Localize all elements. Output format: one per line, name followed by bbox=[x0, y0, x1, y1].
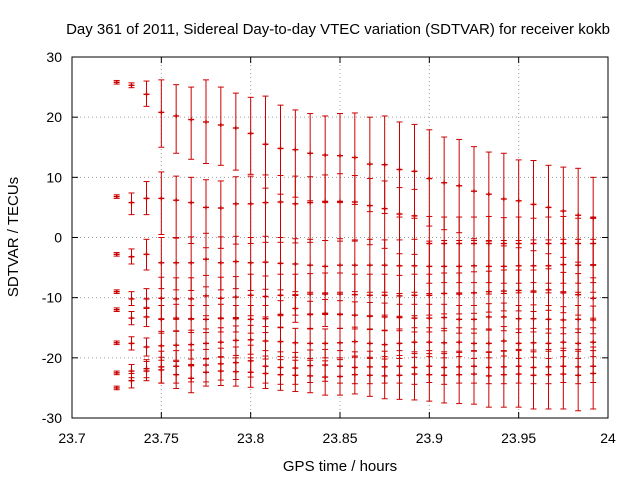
series-s8 bbox=[113, 346, 597, 412]
x-tick-label: 23.95 bbox=[501, 430, 536, 446]
y-tick-label: -30 bbox=[42, 410, 62, 426]
x-tick-label: 23.9 bbox=[416, 430, 443, 446]
y-tick-label: 20 bbox=[46, 109, 62, 125]
x-axis-title: GPS time / hours bbox=[283, 458, 397, 475]
x-tick-label: 23.8 bbox=[237, 430, 264, 446]
y-axis-title: SDTVAR / TECUs bbox=[5, 177, 22, 297]
x-tick-label: 23.7 bbox=[58, 430, 85, 446]
axis-ticks bbox=[71, 56, 609, 419]
x-tick-label: 23.85 bbox=[322, 430, 357, 446]
y-tick-labels: -30 -20 -10 0 10 20 30 bbox=[42, 49, 62, 426]
y-tick-label: 0 bbox=[54, 230, 62, 246]
y-tick-label: 10 bbox=[46, 169, 62, 185]
y-tick-label: 30 bbox=[46, 49, 62, 65]
y-tick-label: -20 bbox=[42, 350, 62, 366]
chart-title: Day 361 of 2011, Sidereal Day-to-day VTE… bbox=[66, 21, 610, 38]
y-tick-label: -10 bbox=[42, 290, 62, 306]
x-tick-label: 24 bbox=[600, 430, 616, 446]
x-tick-label: 23.75 bbox=[144, 430, 179, 446]
error-bars bbox=[113, 79, 597, 412]
x-tick-labels: 23.7 23.75 23.8 23.85 23.9 23.95 24 bbox=[58, 430, 616, 446]
